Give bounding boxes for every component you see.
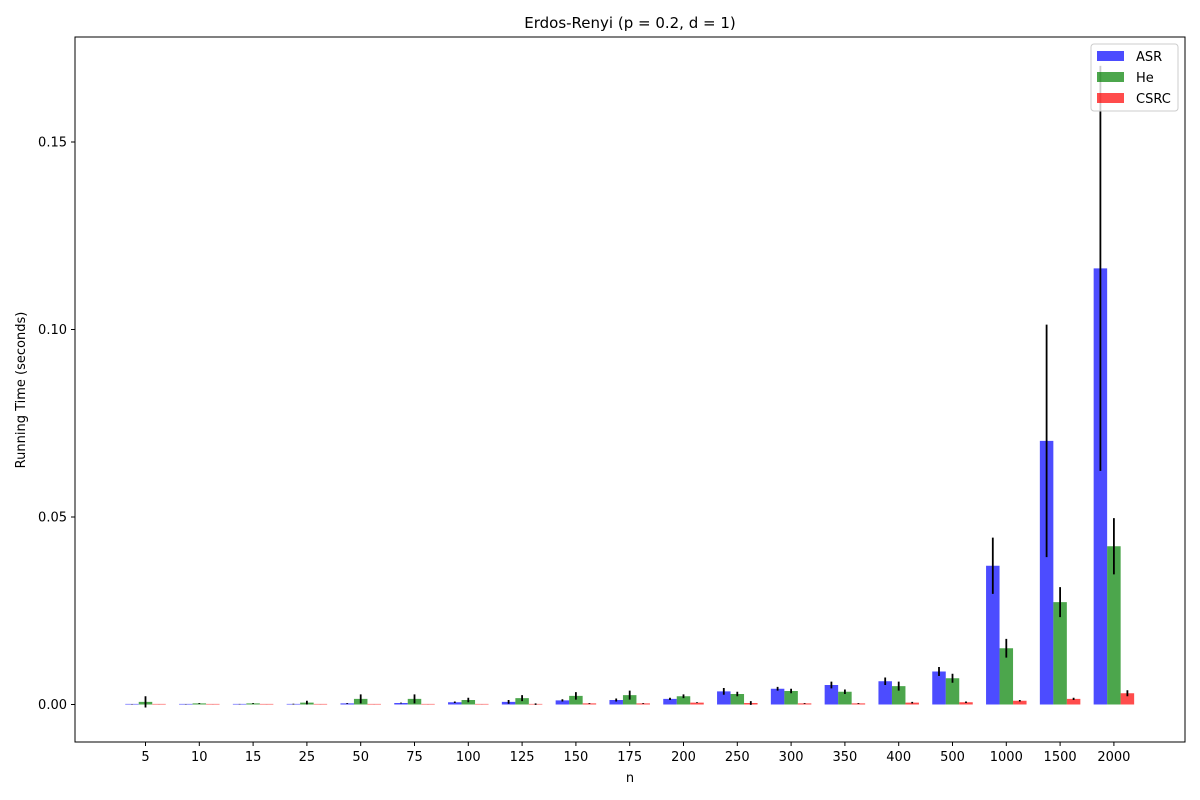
bar-asr-150: [555, 700, 570, 705]
bar-he-2000: [1107, 546, 1121, 705]
bar-he-1000: [999, 648, 1014, 705]
legend-swatch-asr: [1097, 51, 1124, 61]
x-tick-label-25: 25: [299, 750, 316, 765]
y-tick-label-0.05: 0.05: [38, 511, 67, 526]
chart-title: Erdos-Renyi (p = 0.2, d = 1): [524, 14, 736, 32]
x-tick-label-500: 500: [940, 750, 965, 765]
bar-he-1500: [1053, 602, 1067, 705]
y-tick-label-0.15: 0.15: [38, 136, 67, 151]
bar-asr-2000: [1093, 268, 1108, 705]
bar-asr-50: [340, 703, 354, 705]
bar-he-250: [730, 694, 745, 705]
bar-he-350: [838, 691, 852, 705]
bar-csrc-1000: [1013, 700, 1027, 705]
bar-csrc-5: [152, 703, 166, 705]
bar-asr-75: [394, 703, 408, 705]
bar-csrc-10: [206, 703, 220, 705]
x-tick-label-350: 350: [832, 750, 857, 765]
plot-area: [125, 65, 1135, 708]
bar-csrc-100: [475, 703, 489, 705]
bar-he-400: [891, 686, 906, 705]
x-tick-label-250: 250: [725, 750, 750, 765]
x-tick-label-50: 50: [352, 750, 369, 765]
y-tick-label-0.00: 0.00: [38, 698, 67, 713]
y-tick-label-0.10: 0.10: [38, 323, 67, 338]
x-tick-label-300: 300: [779, 750, 804, 765]
bar-asr-175: [609, 700, 623, 705]
x-tick-label-100: 100: [456, 750, 481, 765]
bar-csrc-75: [421, 703, 435, 705]
bar-asr-100: [448, 702, 462, 705]
y-axis-title: Running Time (seconds): [14, 312, 29, 469]
bar-he-300: [784, 691, 798, 705]
y-axis: 0.00 0.05 0.10 0.15: [38, 136, 75, 713]
x-tick-label-400: 400: [886, 750, 911, 765]
bar-asr-400: [878, 681, 892, 705]
bar-he-175: [622, 695, 637, 705]
bar-csrc-50: [367, 703, 381, 705]
x-axis: 5 10 15 25 50 75 100 125 150 175 200 250 300 350 400 50…: [141, 742, 1130, 765]
bar-he-15: [246, 703, 260, 705]
bar-asr-200: [663, 698, 677, 705]
bar-asr-250: [717, 691, 731, 705]
x-tick-label-1500: 1500: [1044, 750, 1077, 765]
legend-label-asr: ASR: [1136, 50, 1162, 65]
x-tick-label-125: 125: [510, 750, 535, 765]
bar-he-150: [569, 695, 583, 705]
bar-csrc-400: [905, 702, 919, 705]
legend-label-he: He: [1136, 71, 1154, 86]
bar-he-500: [945, 678, 960, 705]
x-tick-label-10: 10: [191, 750, 208, 765]
bar-csrc-150: [582, 703, 597, 705]
x-tick-label-75: 75: [406, 750, 423, 765]
legend: ASR He CSRC: [1090, 43, 1179, 112]
x-tick-label-2000: 2000: [1097, 750, 1130, 765]
legend-swatch-csrc: [1097, 93, 1124, 103]
bar-csrc-2000: [1120, 693, 1135, 705]
bar-csrc-300: [797, 703, 812, 705]
bar-asr-1000: [986, 565, 1000, 705]
legend-label-csrc: CSRC: [1136, 92, 1171, 107]
x-tick-label-1000: 1000: [990, 750, 1023, 765]
bar-csrc-500: [959, 702, 973, 705]
plot-frame: [74, 36, 1186, 743]
x-axis-title: n: [626, 771, 634, 786]
bar-he-200: [676, 696, 691, 705]
bar-asr-300: [770, 688, 785, 705]
x-tick-label-15: 15: [245, 750, 262, 765]
bar-asr-1500: [1039, 440, 1054, 705]
x-tick-label-200: 200: [671, 750, 696, 765]
legend-swatch-he: [1097, 72, 1124, 82]
bar-he-125: [515, 698, 529, 705]
bar-csrc-25: [313, 703, 328, 705]
x-tick-label-150: 150: [563, 750, 588, 765]
bar-csrc-175: [636, 703, 650, 705]
bar-csrc-200: [690, 702, 704, 705]
x-tick-label-5: 5: [141, 750, 149, 765]
x-tick-label-175: 175: [617, 750, 642, 765]
bar-csrc-350: [851, 703, 866, 705]
bar-asr-350: [824, 685, 839, 705]
bar-he-10: [192, 703, 207, 705]
bar-csrc-15: [259, 703, 274, 705]
bar-csrc-1500: [1066, 698, 1081, 705]
bar-asr-500: [932, 671, 946, 705]
